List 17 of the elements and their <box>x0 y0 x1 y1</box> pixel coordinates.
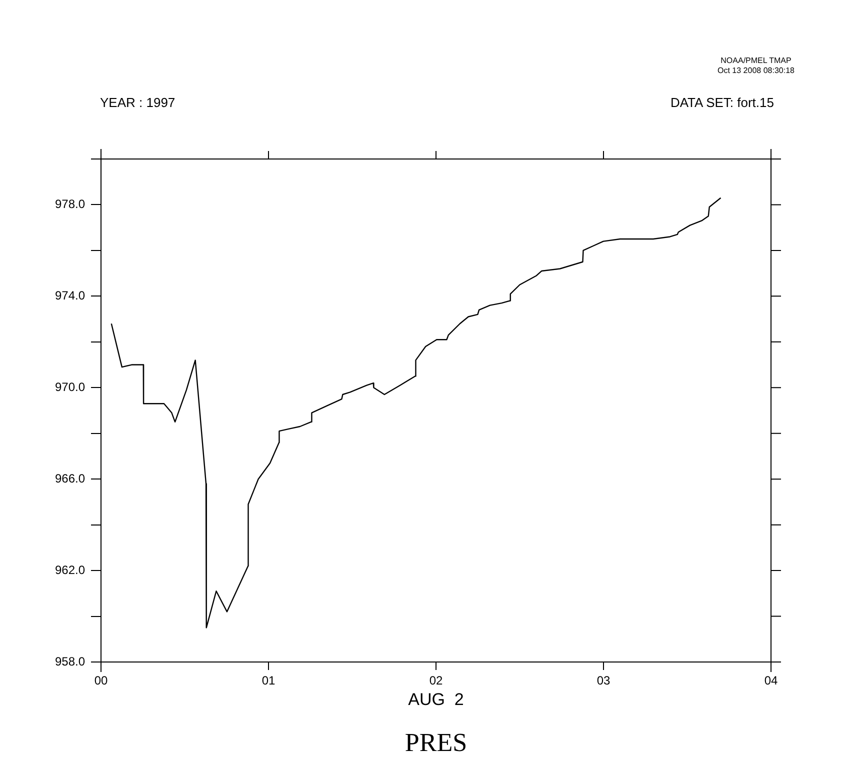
y-tick-label: 966.0 <box>54 471 86 486</box>
text: Oct 13 2008 08:30:18 <box>716 66 796 75</box>
y-tick-label: 962.0 <box>54 562 86 577</box>
text: YEAR : 1997 <box>100 95 176 110</box>
x-tick-label: 03 <box>596 674 610 688</box>
y-tick-label: 958.0 <box>54 654 86 668</box>
x-tick-label: 04 <box>764 674 778 688</box>
text: NOAA/PMEL TMAP <box>720 56 792 65</box>
x-axis-title: AUG 2 <box>407 690 465 710</box>
x-tick-label: 02 <box>429 674 443 688</box>
y-tick-label: 974.0 <box>54 288 86 302</box>
text: PRES <box>404 728 468 758</box>
x-tick-label: 00 <box>94 674 108 688</box>
x-tick-label: 01 <box>262 674 276 688</box>
y-tick-label: 970.0 <box>54 380 86 394</box>
text: DATA SET: fort.15 <box>670 95 774 110</box>
y-tick-label: 978.0 <box>54 197 86 212</box>
